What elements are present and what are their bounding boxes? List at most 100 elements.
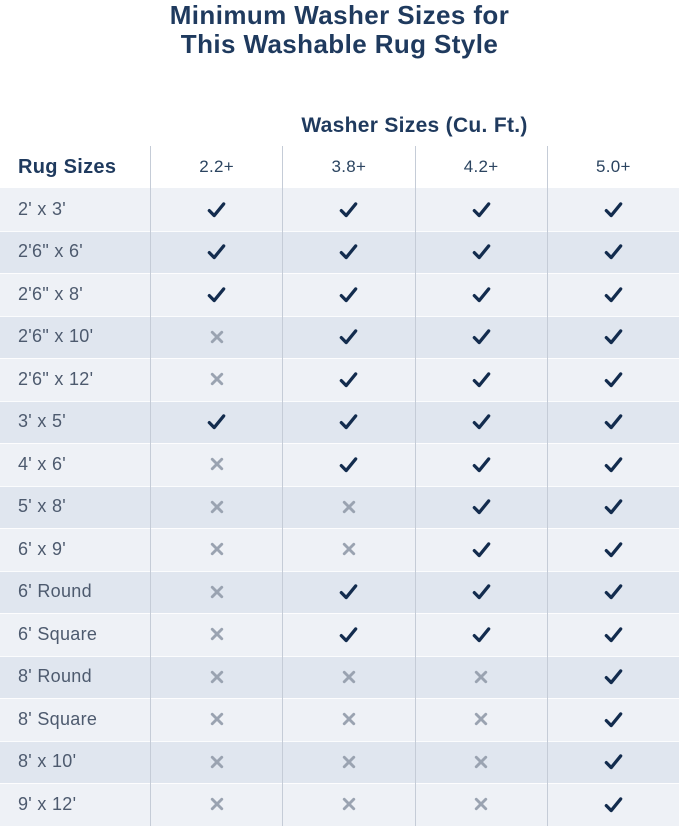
table-row: 8' x 10' — [0, 740, 679, 783]
cross-icon — [282, 698, 414, 741]
table-body: 2' x 3' 2'6" x 6' 2'6" x 8' 2'6" x 10' 2'6" … — [0, 188, 679, 826]
check-icon — [546, 528, 679, 571]
cross-icon — [414, 698, 547, 741]
rug-size-label: 8' x 10' — [18, 751, 77, 772]
cross-icon — [414, 740, 547, 783]
check-icon — [282, 230, 414, 273]
check-icon — [282, 570, 414, 613]
cross-icon — [150, 783, 282, 826]
table-row: 6' Square — [0, 613, 679, 656]
rug-size-label: 5' x 8' — [18, 496, 66, 517]
page-title-line1: Minimum Washer Sizes for — [169, 0, 510, 30]
check-icon — [546, 443, 679, 486]
cross-icon — [150, 358, 282, 401]
check-icon — [282, 273, 414, 316]
check-icon — [414, 528, 547, 571]
check-icon — [150, 400, 282, 443]
check-icon — [414, 273, 547, 316]
cross-icon — [150, 570, 282, 613]
check-icon — [546, 485, 679, 528]
check-icon — [414, 613, 547, 656]
check-icon — [546, 188, 679, 231]
rug-size-label: 9' x 12' — [18, 793, 77, 814]
cross-icon — [282, 528, 414, 571]
cross-icon — [150, 528, 282, 571]
check-icon — [546, 570, 679, 613]
check-icon — [282, 358, 414, 401]
check-icon — [414, 400, 547, 443]
rug-sizes-header: Rug Sizes — [18, 155, 117, 178]
page-title: Minimum Washer Sizes for This Washable R… — [0, 1, 679, 59]
cross-icon — [282, 655, 414, 698]
check-icon — [414, 443, 547, 486]
table-row: 3' x 5' — [0, 400, 679, 443]
rug-size-label: 3' x 5' — [18, 411, 66, 432]
table-row: 2' x 3' — [0, 188, 679, 231]
check-icon — [546, 740, 679, 783]
rug-size-label: 6' Square — [18, 623, 98, 644]
check-icon — [282, 315, 414, 358]
rug-size-label: 4' x 6' — [18, 453, 66, 474]
check-icon — [150, 230, 282, 273]
rug-size-label: 2'6" x 8' — [18, 283, 83, 304]
table-row: 6' Round — [0, 570, 679, 613]
check-icon — [546, 783, 679, 826]
check-icon — [546, 655, 679, 698]
cross-icon — [282, 740, 414, 783]
table-row: 4' x 6' — [0, 443, 679, 486]
table-row: 8' Square — [0, 698, 679, 741]
cross-icon — [282, 485, 414, 528]
check-icon — [546, 698, 679, 741]
check-icon — [282, 613, 414, 656]
check-icon — [546, 358, 679, 401]
check-icon — [282, 443, 414, 486]
check-icon — [414, 188, 547, 231]
table-row: 2'6" x 6' — [0, 230, 679, 273]
check-icon — [546, 613, 679, 656]
washer-sizes-group-header: Washer Sizes (Cu. Ft.) — [301, 114, 528, 137]
cross-icon — [150, 740, 282, 783]
rug-size-label: 2'6" x 10' — [18, 326, 94, 347]
table-row: 9' x 12' — [0, 783, 679, 826]
check-icon — [414, 315, 547, 358]
column-header-22: 2.2+ — [150, 146, 282, 188]
column-header-38: 3.8+ — [282, 146, 414, 188]
table-row: 8' Round — [0, 655, 679, 698]
check-icon — [414, 358, 547, 401]
page-title-line2: This Washable Rug Style — [180, 29, 499, 59]
cross-icon — [150, 698, 282, 741]
cross-icon — [150, 443, 282, 486]
column-header-42: 4.2+ — [414, 146, 547, 188]
rug-size-label: 6' x 9' — [18, 538, 66, 559]
cross-icon — [150, 315, 282, 358]
table-header-row: Rug Sizes 2.2+ 3.8+ 4.2+ 5.0+ — [0, 146, 679, 188]
check-icon — [546, 273, 679, 316]
rug-size-label: 8' Round — [18, 666, 92, 687]
rug-size-label: 2' x 3' — [18, 198, 66, 219]
check-icon — [282, 400, 414, 443]
check-icon — [414, 485, 547, 528]
rug-size-label: 2'6" x 6' — [18, 241, 83, 262]
table-row: 2'6" x 8' — [0, 273, 679, 316]
table-row: 2'6" x 12' — [0, 358, 679, 401]
table-row: 6' x 9' — [0, 528, 679, 571]
cross-icon — [414, 783, 547, 826]
rug-size-label: 2'6" x 12' — [18, 368, 94, 389]
check-icon — [282, 188, 414, 231]
cross-icon — [150, 485, 282, 528]
check-icon — [150, 188, 282, 231]
check-icon — [546, 315, 679, 358]
rug-size-label: 6' Round — [18, 581, 92, 602]
table-row: 5' x 8' — [0, 485, 679, 528]
check-icon — [150, 273, 282, 316]
rug-size-label: 8' Square — [18, 708, 98, 729]
cross-icon — [414, 655, 547, 698]
table-row: 2'6" x 10' — [0, 315, 679, 358]
column-header-50: 5.0+ — [546, 146, 679, 188]
cross-icon — [150, 613, 282, 656]
check-icon — [414, 570, 547, 613]
check-icon — [414, 230, 547, 273]
check-icon — [546, 400, 679, 443]
check-icon — [546, 230, 679, 273]
